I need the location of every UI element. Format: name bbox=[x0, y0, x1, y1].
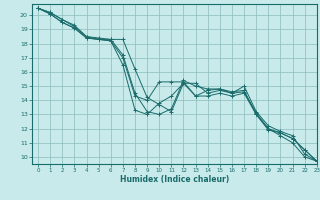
X-axis label: Humidex (Indice chaleur): Humidex (Indice chaleur) bbox=[120, 175, 229, 184]
